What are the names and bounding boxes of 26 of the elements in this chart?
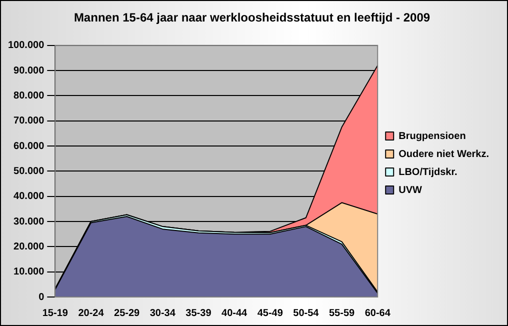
y-tick-label: 50.000: [14, 166, 45, 177]
x-tick-label: 15-19: [42, 308, 68, 319]
x-tick-label: 40-44: [222, 308, 248, 319]
y-tick-label: 70.000: [14, 116, 45, 127]
x-tick-label: 50-54: [293, 308, 320, 319]
chart-title: Mannen 15-64 jaar naar werkloosheidsstatuut en leeftijd - 2009: [74, 10, 430, 25]
legend-label: Oudere niet Werkz.: [398, 148, 490, 160]
x-tick-label: 60-64: [364, 308, 391, 319]
y-tick-label: 10.000: [14, 266, 45, 278]
y-tick-label: 100.000: [8, 40, 45, 52]
y-tick-label: 90.000: [14, 65, 45, 76]
x-tick-label: 55-59: [328, 308, 355, 319]
x-tick-label: 30-34: [150, 308, 176, 319]
x-tick-label: 45-49: [257, 308, 284, 319]
y-tick-label: 60.000: [14, 140, 45, 152]
legend-label: UVW: [398, 184, 422, 196]
y-tick-label: 30.000: [14, 216, 45, 228]
x-tick-label: 20-24: [78, 308, 104, 319]
y-tick-label: 0: [38, 292, 45, 303]
y-tick-label: 80.000: [14, 90, 45, 102]
y-tick-label: 20.000: [14, 241, 45, 252]
legend-label: LBO/Tijdskr.: [398, 166, 458, 178]
x-tick-label: 25-29: [114, 308, 140, 319]
y-tick-label: 40.000: [14, 191, 45, 202]
x-tick-label: 35-39: [186, 308, 212, 319]
legend-label: Brugpensioen: [398, 130, 466, 142]
